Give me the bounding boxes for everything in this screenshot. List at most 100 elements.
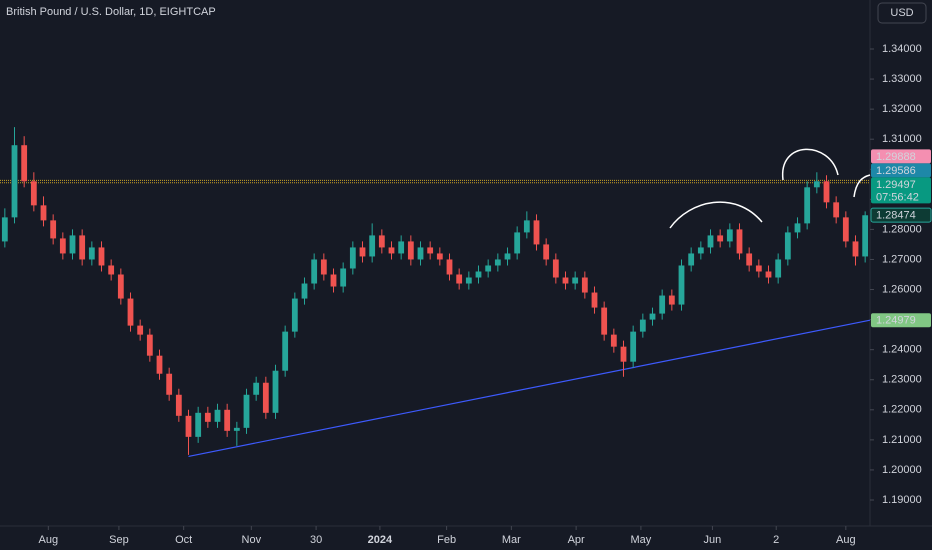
candle-body xyxy=(320,259,327,275)
candle-body xyxy=(301,283,308,299)
y-tick-label: 1.19000 xyxy=(882,494,922,506)
price-label-text: 1.24979 xyxy=(876,315,916,327)
candle-body xyxy=(765,271,772,278)
candle-body xyxy=(804,187,811,224)
x-tick-label: Oct xyxy=(175,534,192,546)
arc-annotation xyxy=(853,174,871,198)
candle-body xyxy=(69,235,76,254)
candle-body xyxy=(378,235,385,248)
candle-body xyxy=(726,229,733,242)
candle-body xyxy=(639,319,646,332)
candle-body xyxy=(98,247,105,266)
x-tick-label: May xyxy=(631,534,652,546)
candle-body xyxy=(127,298,134,326)
candle-body xyxy=(823,181,830,203)
candle-body xyxy=(465,277,472,284)
candle-body xyxy=(755,265,762,272)
candle-body xyxy=(214,409,221,422)
candle-body xyxy=(359,247,366,257)
x-tick-label: Apr xyxy=(568,534,585,546)
candle-body xyxy=(282,331,289,371)
x-tick-label: Aug xyxy=(836,534,856,546)
candle-body xyxy=(552,259,559,278)
candle-body xyxy=(224,409,231,431)
candle-body xyxy=(88,247,95,260)
candle-body xyxy=(842,217,849,242)
price-label xyxy=(870,207,932,223)
x-tick-label: 2 xyxy=(773,534,779,546)
candle-body xyxy=(707,235,714,248)
price-label xyxy=(871,149,931,164)
candle-body xyxy=(736,229,743,254)
candle-body xyxy=(59,238,66,254)
y-tick-label: 1.26000 xyxy=(882,283,922,295)
x-tick-label: 30 xyxy=(310,534,322,546)
candle-body xyxy=(417,247,424,260)
candle-body xyxy=(504,253,511,260)
chart-title: British Pound / U.S. Dollar, 1D, EIGHTCA… xyxy=(6,6,216,18)
candle-body xyxy=(204,412,211,422)
candle-body xyxy=(233,427,240,431)
currency-button[interactable]: USD xyxy=(877,2,927,24)
candle-body xyxy=(185,415,192,437)
candle-body xyxy=(427,247,434,254)
candle-body xyxy=(572,277,579,284)
candle-body xyxy=(659,295,666,314)
x-tick-label: Jun xyxy=(704,534,722,546)
candle-body xyxy=(369,235,376,257)
price-axis: 1.19000 1.20000 1.21000 1.22000 1.23000 1.240… xyxy=(870,43,932,506)
candle-body xyxy=(591,292,598,308)
y-tick-label: 1.21000 xyxy=(882,434,922,446)
candle-body xyxy=(11,145,18,218)
candle-body xyxy=(398,241,405,254)
y-tick-label: 1.22000 xyxy=(882,404,922,416)
candle-body xyxy=(833,202,840,218)
countdown-text: 07:56:42 xyxy=(876,191,919,203)
candle-body xyxy=(30,181,37,206)
candle-body xyxy=(456,274,463,284)
candle-body xyxy=(330,274,337,287)
price-label xyxy=(871,313,931,328)
candle-body xyxy=(784,232,791,260)
y-tick-label: 1.23000 xyxy=(882,374,922,386)
x-tick-label: Mar xyxy=(502,534,521,546)
candle-body xyxy=(388,247,395,254)
candle-body xyxy=(746,253,753,266)
currency-button-frame[interactable] xyxy=(877,2,927,24)
candle-body xyxy=(79,235,86,260)
candle-body xyxy=(678,265,685,305)
y-tick-label: 1.34000 xyxy=(882,43,922,55)
y-tick-label: 1.32000 xyxy=(882,103,922,115)
price-label-text: 1.29586 xyxy=(876,165,916,177)
y-tick-label: 1.33000 xyxy=(882,73,922,85)
candle-body xyxy=(156,355,163,374)
candle-body xyxy=(717,235,724,242)
candle-body xyxy=(620,346,627,362)
candle-body xyxy=(436,253,443,260)
candle-body xyxy=(794,223,801,233)
x-tick-label: Aug xyxy=(39,534,59,546)
price-label-text: 1.28474 xyxy=(876,210,916,222)
candle-body xyxy=(21,145,28,182)
x-tick-label: Sep xyxy=(109,534,129,546)
price-label-text: 1.29888 xyxy=(876,151,916,163)
candle-body xyxy=(291,298,298,332)
candle-body xyxy=(446,259,453,275)
candle-body xyxy=(562,277,569,284)
candle-body xyxy=(862,215,869,257)
candle-body xyxy=(514,232,521,254)
currency-label[interactable]: USD xyxy=(890,7,913,19)
drawings xyxy=(669,148,871,229)
candle-body xyxy=(166,373,173,395)
candle-body xyxy=(195,412,202,437)
candle-body xyxy=(311,259,318,284)
candle-body xyxy=(349,247,356,269)
candle-body xyxy=(775,259,782,278)
candle-body xyxy=(137,325,144,335)
candle-body xyxy=(813,181,820,188)
arc-annotation xyxy=(669,201,763,229)
y-tick-label: 1.27000 xyxy=(882,253,922,265)
y-tick-label: 1.28000 xyxy=(882,223,922,235)
